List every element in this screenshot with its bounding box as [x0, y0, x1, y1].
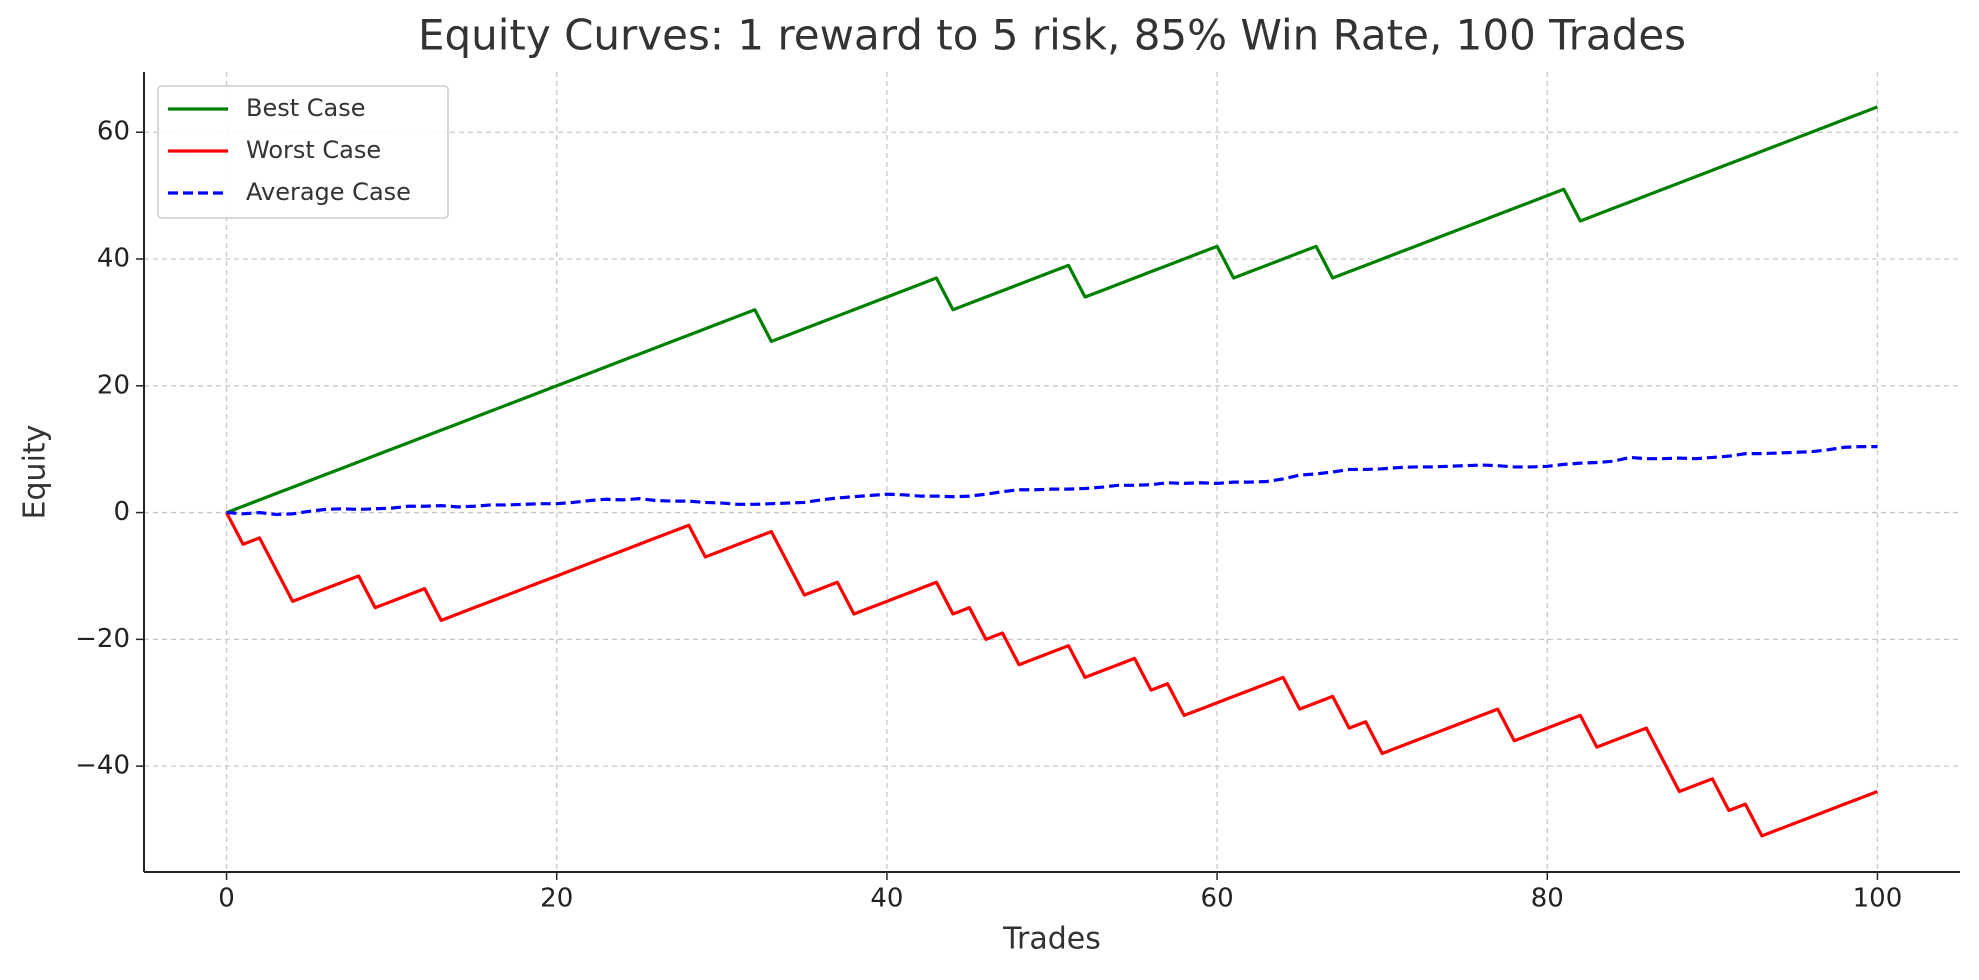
line-series [226, 445, 1878, 517]
y-axis-label: Equity [18, 425, 53, 520]
y-tick-label: −40 [75, 751, 130, 781]
legend-label: Best Case [246, 94, 366, 122]
x-tick-label: 0 [218, 884, 235, 914]
y-tick-label: 20 [97, 370, 130, 400]
x-axis-label: Trades [1002, 922, 1101, 957]
x-tick-label: 20 [540, 884, 573, 914]
x-tick-label: 40 [870, 884, 903, 914]
y-tick-label: −20 [75, 624, 130, 654]
line-series [225, 105, 1879, 515]
x-tick-label: 100 [1853, 884, 1903, 914]
legend-label: Average Case [246, 178, 411, 206]
line-series [225, 511, 1879, 838]
y-tick-label: 60 [97, 117, 130, 147]
x-tick-label: 80 [1531, 884, 1564, 914]
chart-title: Equity Curves: 1 reward to 5 risk, 85% W… [418, 11, 1686, 60]
legend-box [157, 85, 449, 219]
y-tick-label: 0 [113, 497, 130, 527]
y-tick-label: 40 [97, 244, 130, 274]
x-tick-label: 60 [1201, 884, 1234, 914]
legend-label: Worst Case [246, 136, 381, 164]
